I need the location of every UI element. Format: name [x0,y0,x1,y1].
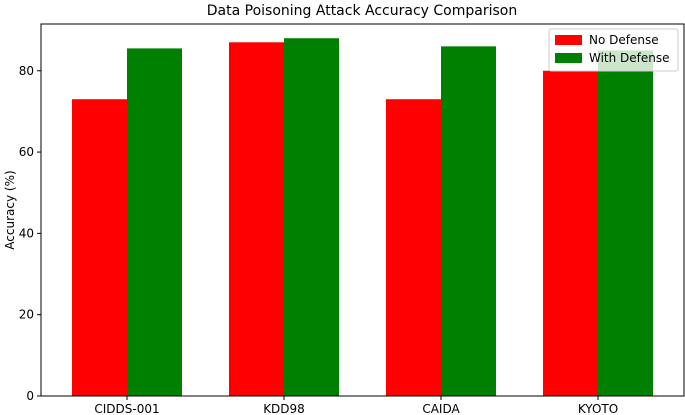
x-tick-label: CIDDS-001 [94,402,159,415]
bar-with-defense-caida [441,46,496,396]
y-tick-label: 80 [19,64,34,78]
y-tick-label: 20 [19,308,34,322]
bars-group [72,38,653,397]
bar-with-defense-kyoto [598,50,653,396]
y-tick-label: 60 [19,145,34,159]
bar-no-defense-caida [386,99,441,397]
x-tick-label: KDD98 [263,402,305,415]
x-tick-label: CAIDA [422,402,460,415]
y-tick-label: 0 [26,389,34,403]
plot-frame [40,23,685,397]
legend-swatch [555,53,582,63]
chart-title: Data Poisoning Attack Accuracy Compariso… [207,3,517,19]
x-axis-ticks: CIDDS-001 KDD98 CAIDA KYOTO [94,396,618,415]
legend-label: With Defense [589,51,670,65]
x-tick-label: KYOTO [578,402,618,415]
legend-label: No Defense [589,33,659,47]
bar-no-defense-cidds-001 [72,99,127,397]
legend-swatch [555,35,582,45]
y-axis-ticks: 0 20 40 60 80 [19,64,41,403]
y-tick-label: 40 [19,226,34,240]
y-axis-label: Accuracy (%) [3,170,17,249]
bar-no-defense-kyoto [543,70,598,397]
bar-with-defense-cidds-001 [127,48,182,397]
legend: No Defense With Defense [548,28,679,72]
bar-no-defense-kdd98 [229,42,284,397]
bar-with-defense-kdd98 [284,38,339,397]
